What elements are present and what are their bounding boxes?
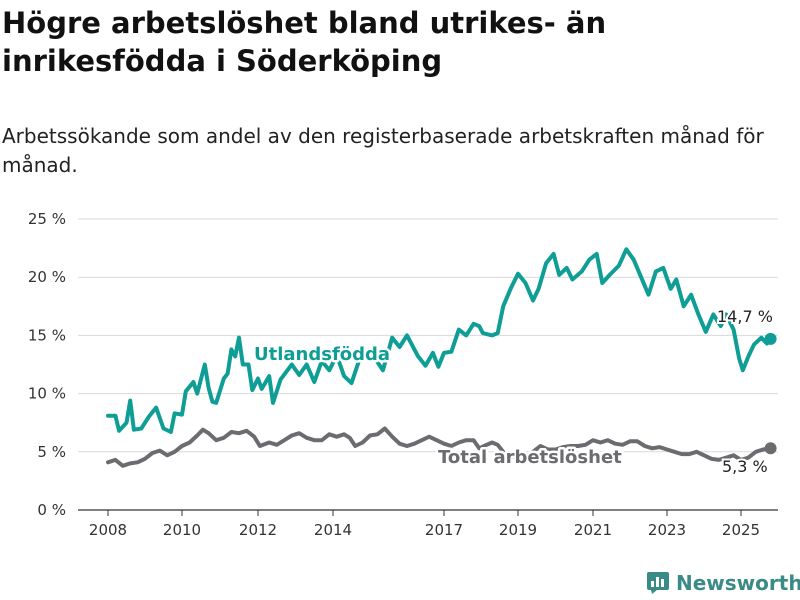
x-tick-label: 2023 [648, 521, 686, 539]
x-tick-label: 2017 [425, 521, 463, 539]
x-tick-label: 2010 [163, 521, 201, 539]
newsworthy-logo-icon [647, 572, 669, 594]
brand-name: Newsworthy [676, 571, 800, 595]
y-tick-label: 5 % [37, 443, 66, 461]
y-tick-label: 0 % [37, 501, 66, 519]
y-tick-label: 20 % [28, 268, 66, 286]
series-lines [106, 247, 777, 468]
series-line-total [106, 426, 773, 468]
chart-subtitle: Arbetssökande som andel av den registerb… [2, 124, 764, 177]
series-end-point-foreign-born [764, 332, 777, 345]
end-value-label-foreign-born: 14,7 % [717, 307, 773, 326]
end-value-label-total: 5,3 % [722, 457, 768, 476]
x-tick-label: 2019 [499, 521, 537, 539]
x-tick-label: 2021 [574, 521, 612, 539]
series-end-point-total [764, 442, 777, 455]
chart-title: Högre arbetslöshet bland utrikes- än inr… [2, 6, 607, 78]
y-tick-label: 15 % [28, 326, 66, 344]
x-tick-label: 2025 [722, 521, 760, 539]
y-tick-label: 25 % [28, 210, 66, 228]
series-labels: Utlandsfödda Total arbetslöshet 14,7 % 5,3 … [252, 305, 775, 478]
x-tick-label: 2014 [314, 521, 352, 539]
series-line-foreign-born [106, 247, 773, 434]
series-label-total: Total arbetslöshet [438, 447, 622, 468]
y-tick-label: 10 % [28, 385, 66, 403]
brand-logo: Newsworthy [646, 568, 800, 598]
axis-ticks: 0 % 5 % 10 % 15 % 20 % 25 % 2008 2010 2012 2014 20… [28, 210, 760, 539]
gridlines [78, 218, 778, 511]
x-tick-label: 2008 [89, 521, 127, 539]
series-label-foreign-born: Utlandsfödda [254, 344, 390, 365]
x-tick-label: 2012 [239, 521, 277, 539]
